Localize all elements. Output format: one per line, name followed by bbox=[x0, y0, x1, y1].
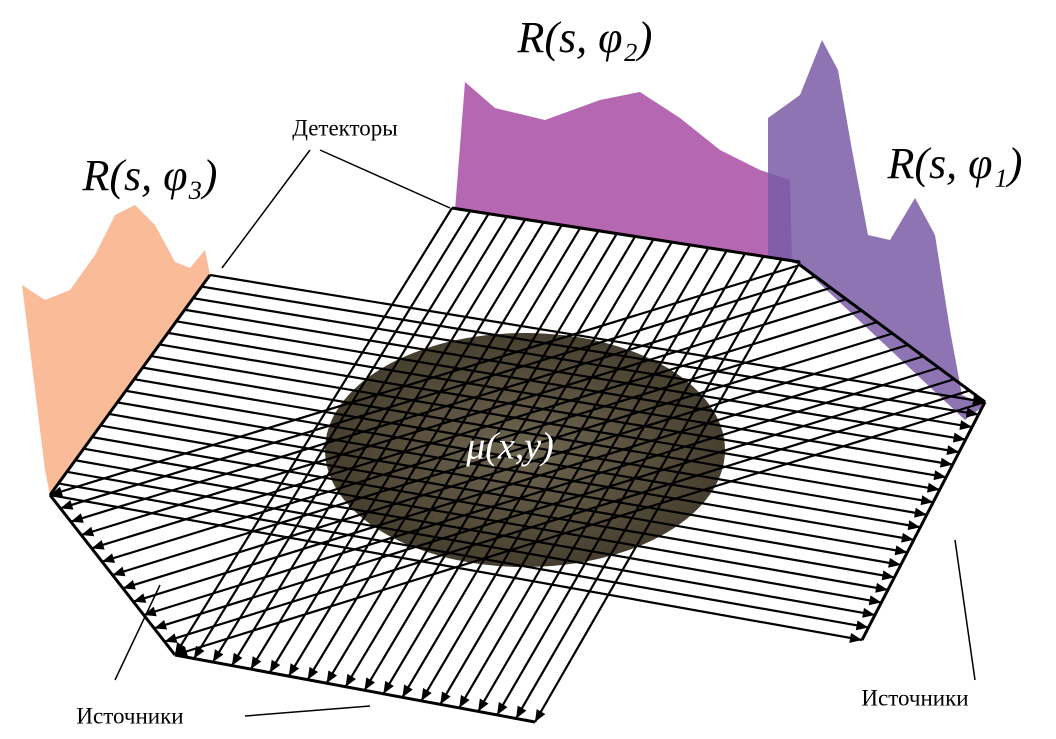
source-marker bbox=[81, 527, 94, 537]
tomography-diagram: R(s, φ₂) R(s, φ₃) R(s, φ₁) Детекторы μ(x… bbox=[0, 0, 1056, 739]
profile-phi3 bbox=[22, 205, 210, 495]
source-marker bbox=[364, 677, 374, 690]
projection-label: R(s, φ₃) bbox=[82, 151, 218, 200]
source-marker bbox=[346, 674, 356, 687]
sources-label: Источники bbox=[76, 703, 183, 728]
source-marker bbox=[289, 663, 299, 676]
page: R(s, φ₂) R(s, φ₃) R(s, φ₁) Детекторы μ(x… bbox=[0, 0, 1056, 739]
object-label: μ(x,y) bbox=[465, 426, 554, 468]
source-array bbox=[175, 655, 535, 722]
source-marker bbox=[165, 633, 178, 643]
sources-label: Источники bbox=[861, 685, 968, 710]
detectors-label: Детекторы bbox=[292, 115, 398, 140]
source-marker bbox=[213, 649, 224, 662]
source-marker bbox=[232, 653, 243, 666]
source-marker bbox=[71, 513, 84, 523]
projection-label: R(s, φ₁) bbox=[887, 139, 1023, 188]
source-marker bbox=[154, 620, 167, 630]
source-marker bbox=[133, 593, 146, 603]
source-marker bbox=[251, 656, 262, 669]
source-marker bbox=[102, 553, 115, 563]
source-marker bbox=[308, 667, 318, 680]
source-marker bbox=[60, 500, 73, 510]
source-marker bbox=[92, 540, 105, 550]
projection-label: R(s, φ₂) bbox=[517, 13, 653, 62]
source-marker bbox=[383, 681, 393, 694]
source-marker bbox=[113, 567, 126, 577]
source-marker bbox=[270, 660, 281, 673]
source-marker bbox=[327, 670, 337, 683]
source-marker bbox=[123, 580, 136, 590]
source-marker bbox=[849, 633, 862, 643]
